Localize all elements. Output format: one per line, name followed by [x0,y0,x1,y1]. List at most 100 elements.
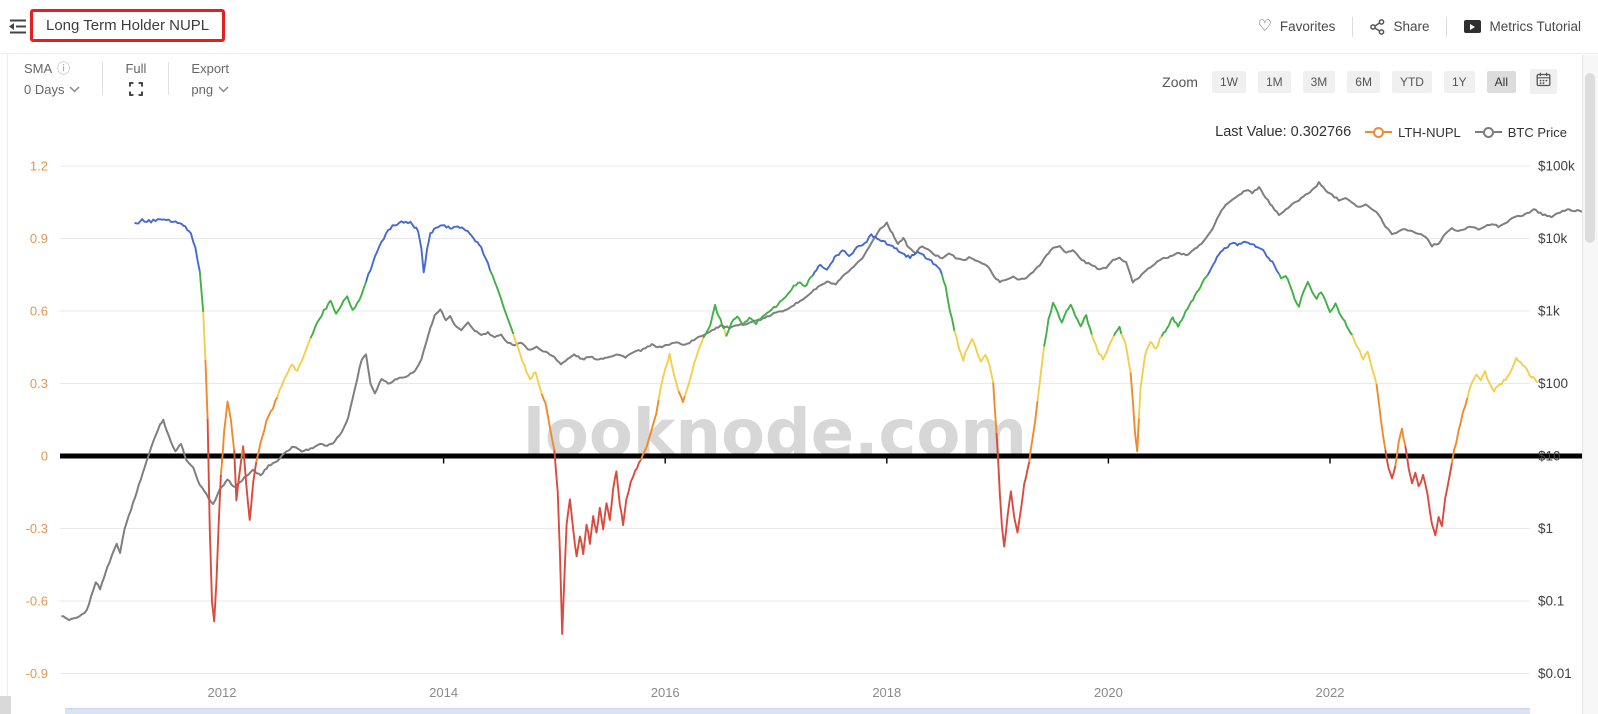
lth-nupl-line-segment [540,393,556,451]
lth-nupl-line-segment [639,399,660,461]
sma-group: SMA ⓘ 0 Days [24,60,80,97]
lth-nupl-line-segment [725,275,814,337]
sma-value: 0 Days [24,81,65,97]
fullscreen-group: Full [125,60,146,97]
lth-nupl-line-segment [489,270,515,335]
zoom-controls: Zoom 1W 1M 3M 6M YTD 1Y All [1162,69,1557,94]
header: Long Term Holder NUPL ♡ Favorites Share [0,0,1598,54]
lth-nupl-line-segment [1028,400,1039,463]
lth-nupl-line-segment [204,359,209,419]
lth-nupl-line-segment [1404,445,1453,537]
lth-nupl-line-segment [1120,333,1132,373]
y-axis-right-label: $10k [1538,231,1568,246]
chart-navigator-bar[interactable] [65,708,1530,714]
export-format-value: png [191,81,214,97]
legend-item-lth-nupl[interactable]: LTH-NUPL [1365,125,1461,140]
x-axis-label: 2012 [208,685,237,700]
lth-nupl-line-segment [512,333,543,395]
page-title-text: Long Term Holder NUPL [46,17,210,34]
lth-nupl-line-segment [1206,240,1280,276]
export-group: Export png [191,60,229,97]
y-axis-left-label: 0 [41,449,48,464]
lth-nupl-line-segment [1351,334,1378,385]
calendar-button[interactable] [1530,69,1557,94]
y-axis-left-label: 1.2 [30,158,48,173]
sma-select[interactable]: 0 Days [24,81,80,97]
y-axis-left-label: -0.3 [26,521,48,536]
lth-nupl-line-segment [1090,334,1115,361]
video-tutorial-icon [1464,20,1482,33]
toolbar-divider [168,62,170,95]
lth-nupl-line-segment [1278,273,1353,336]
lth-nupl-line-segment [219,400,236,475]
y-axis-right-label: $100k [1538,158,1575,173]
x-axis-label: 2020 [1094,685,1123,700]
page-scrollbar[interactable] [1582,55,1598,714]
chevron-down-icon [218,85,229,93]
y-axis-left-label: 0.9 [30,231,48,246]
lth-nupl-line-segment [677,390,686,403]
btc-price-legend-marker [1474,126,1502,138]
lth-nupl-line-segment [1113,325,1123,337]
export-format-select[interactable]: png [191,81,229,97]
lth-nupl-line-segment [940,273,956,331]
fullscreen-icon [129,82,143,96]
collapse-sidebar-icon[interactable] [8,18,28,35]
lth-nupl-line-segment [1450,397,1469,464]
y-axis-right-label: $100 [1538,376,1568,391]
metrics-tutorial-button[interactable]: Metrics Tutorial [1464,19,1581,34]
header-actions: ♡ Favorites Share Metrics Tutorial [1258,0,1581,53]
lth-nupl-line-segment [255,396,279,463]
zoom-range-1y[interactable]: 1Y [1443,70,1475,93]
y-axis-right-label: $1k [1538,303,1560,318]
y-axis-left-label: 0.6 [30,303,48,318]
toolbar-divider [102,62,104,95]
zoom-label: Zoom [1162,73,1198,90]
lth-nupl-line-segment [134,218,201,272]
legend-label: BTC Price [1507,124,1567,140]
lth-nupl-line-segment [202,311,207,360]
fullscreen-button[interactable] [129,81,143,97]
lth-nupl-line-segment [1384,449,1397,480]
lth-nupl-line-segment [811,233,943,277]
watermark: looknode.com [523,397,1027,471]
page-scrollbar-thumb[interactable] [1585,73,1595,243]
lth-nupl-line-segment [1160,274,1209,337]
x-axis-label: 2022 [1316,685,1345,700]
lth-nupl-line-segment [1129,372,1140,453]
x-axis-label: 2018 [872,685,901,700]
info-icon[interactable]: ⓘ [57,60,71,76]
lth-nupl-line-segment [995,432,1031,548]
y-axis-right-label: $1 [1538,521,1553,536]
zoom-range-all[interactable]: All [1486,70,1516,93]
lth-nupl-line-segment [1375,383,1387,451]
export-label: Export [191,60,229,76]
share-button[interactable]: Share [1370,18,1429,35]
heart-icon: ♡ [1257,17,1272,35]
zoom-range-3m[interactable]: 3M [1302,70,1336,93]
btc-price-line [61,181,1583,622]
calendar-icon [1536,72,1551,87]
zoom-range-1w[interactable]: 1W [1211,70,1246,93]
header-divider [1352,16,1354,37]
legend-item-btc-price[interactable]: BTC Price [1474,124,1567,140]
lth-nupl-line-segment [1036,346,1046,402]
zoom-range-1m[interactable]: 1M [1257,70,1291,93]
lth-nupl-line-segment [953,330,995,383]
lth-nupl-line-segment [553,450,642,635]
y-axis-right-label: $0.01 [1538,666,1572,681]
full-label: Full [125,60,147,76]
header-divider [1446,16,1448,37]
zoom-range-ytd[interactable]: YTD [1391,70,1432,93]
zoom-range-buttons: 1W 1M 3M 6M YTD 1Y All [1211,70,1516,93]
y-axis-left-label: -0.9 [26,666,48,681]
favorites-button[interactable]: ♡ Favorites [1257,17,1336,35]
panel-left-border [7,54,8,714]
x-axis-label: 2014 [429,685,458,700]
y-axis-right-label: $0.1 [1538,594,1564,609]
y-axis-right-label: $10 [1538,449,1561,464]
zoom-range-6m[interactable]: 6M [1347,70,1380,93]
tutorial-label: Metrics Tutorial [1489,19,1581,34]
